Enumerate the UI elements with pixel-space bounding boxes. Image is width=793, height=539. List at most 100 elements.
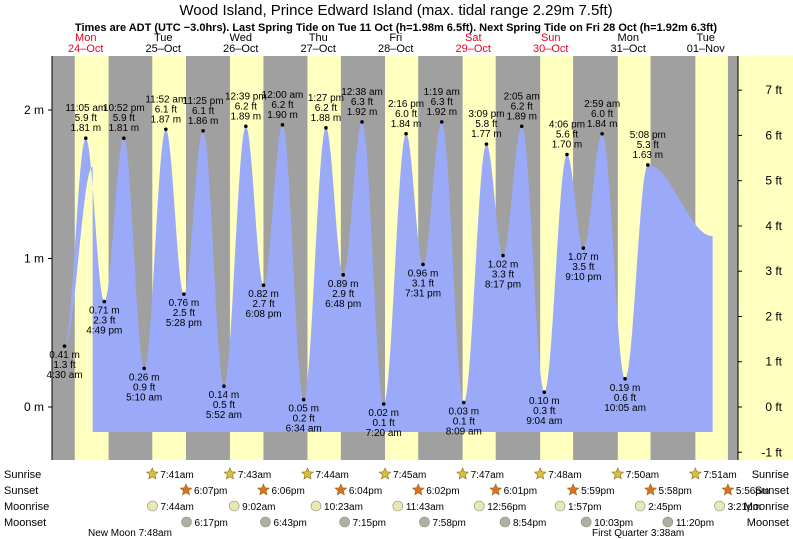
tide-label-text: 3.3 ft <box>492 270 514 281</box>
row-label-left: Moonrise <box>4 501 49 513</box>
tide-label-text: 0.96 m <box>408 268 439 279</box>
tide-label-text: 6.1 ft <box>155 104 177 115</box>
sunrise-time: 7:41am <box>160 470 193 481</box>
row-label-left: Sunrise <box>4 469 41 481</box>
tide-label-text: 1.89 m <box>506 111 537 122</box>
tide-point <box>484 142 489 146</box>
tide-label-text: 10:52 pm <box>103 103 145 114</box>
tide-label-text: 0.1 ft <box>373 418 395 429</box>
tide-label-text: 2:05 am <box>504 91 540 102</box>
moon-icon <box>714 500 725 512</box>
sun-icon <box>223 467 237 480</box>
y-tick-label-right: 5 ft <box>765 174 782 188</box>
moon-icon <box>181 516 192 528</box>
tide-label-text: 0.10 m <box>529 396 560 407</box>
tide-label-text: 0.89 m <box>328 279 359 290</box>
moon-icon <box>147 500 158 512</box>
moon-icon <box>339 516 350 528</box>
tide-label-text: 2.3 ft <box>93 316 115 327</box>
moonset-time: 7:15pm <box>353 518 386 529</box>
moonrise-time: 3:21pm <box>728 502 761 513</box>
moon-phase-label: First Quarter 3:38am <box>592 528 684 539</box>
tide-label-text: 4:06 pm <box>549 120 585 131</box>
moonset-time: 6:17pm <box>195 518 228 529</box>
tide-label-text: 3.1 ft <box>412 278 434 289</box>
sun-icon <box>489 483 503 496</box>
tide-label-text: 0.76 m <box>169 298 200 309</box>
tide-label-text: 1.87 m <box>151 114 182 125</box>
tide-label-text: 1:27 pm <box>308 93 344 104</box>
tide-label-text: 2.7 ft <box>252 299 274 310</box>
tide-curve-area <box>64 121 713 432</box>
tide-label-text: 0.71 m <box>89 306 120 317</box>
sun-icon <box>644 483 657 496</box>
y-tick-label: 0 m <box>24 400 44 414</box>
tide-label-text: 2.9 ft <box>332 289 354 300</box>
day-of-week: Mon <box>75 32 96 44</box>
day-of-week: Sat <box>465 32 482 44</box>
row-label-left: Moonset <box>4 517 46 529</box>
tide-point <box>439 120 444 124</box>
tide-label-text: 1.02 m <box>488 260 519 271</box>
tide-label-text: 3.5 ft <box>572 262 594 273</box>
sunset-time: 5:58pm <box>659 486 692 497</box>
tide-label-text: 9:04 am <box>526 416 562 427</box>
tide-point <box>280 123 285 127</box>
tide-label-text: 1.07 m <box>568 252 599 263</box>
tide-point <box>519 124 524 129</box>
tide-label-text: 5.9 ft <box>113 113 135 124</box>
moonset-time: 8:54pm <box>513 518 546 529</box>
chart-title: Wood Island, Prince Edward Island (max. … <box>179 2 612 19</box>
tide-label-text: 5:28 pm <box>166 318 202 329</box>
sun-icon <box>721 483 735 496</box>
y-tick-label-right: -1 ft <box>761 445 782 459</box>
tide-point <box>501 253 505 258</box>
chart-subtitle: Times are ADT (UTC −3.0hrs). Last Spring… <box>75 22 717 34</box>
astro-events: 7:41am 7:43am 7:44am 7:45am 7:47am 7:48am 7:50… <box>88 467 769 539</box>
sun-icon <box>378 467 392 480</box>
tide-label-text: 0.19 m <box>610 383 641 394</box>
sunrise-time: 7:43am <box>238 470 271 481</box>
tide-label-text: 8:09 am <box>446 427 482 438</box>
sun-icon <box>301 467 314 480</box>
tide-point <box>600 131 604 136</box>
y-tick-label: 2 m <box>24 103 44 117</box>
y-tick-label-right: 1 ft <box>765 355 782 369</box>
tide-point <box>164 127 168 132</box>
tide-point <box>83 136 88 141</box>
day-of-week: Fri <box>389 32 402 44</box>
moon-icon <box>580 516 592 528</box>
tide-label-text: 0.9 ft <box>133 382 155 393</box>
tide-point <box>623 376 627 381</box>
sunset-time: 6:02pm <box>426 486 459 497</box>
moonset-time: 6:43pm <box>273 518 306 529</box>
tide-label-text: 0.3 ft <box>533 406 555 417</box>
tide-point <box>182 292 186 296</box>
row-label-right: Moonrise <box>744 501 789 513</box>
tide-label-text: 1.81 m <box>109 123 140 134</box>
tide-label-text: 5:10 am <box>126 392 162 403</box>
sunset-time: 5:59pm <box>581 486 614 497</box>
tide-label-text: 6.2 ft <box>271 100 293 111</box>
tide-label-text: 1.86 m <box>188 116 219 127</box>
tide-label-text: 0.26 m <box>129 372 160 383</box>
sun-icon <box>334 483 348 496</box>
tide-point <box>261 283 266 288</box>
tide-point <box>646 163 650 167</box>
day-date: 26–Oct <box>223 43 258 55</box>
sun-icon <box>688 467 702 480</box>
tide-label-text: 11:25 pm <box>183 96 224 107</box>
sunrise-time: 7:44am <box>315 470 348 481</box>
tide-label-text: 0.1 ft <box>453 417 475 428</box>
day-date: 25–Oct <box>146 43 181 55</box>
astro-row-labels: Sunrise Sunrise Sunset Sunset Moonrise Moonri… <box>4 469 789 529</box>
sunrise-time: 7:45am <box>393 470 426 481</box>
tide-label-text: 0.2 ft <box>293 414 315 425</box>
y-tick-label-right: 4 ft <box>765 219 782 233</box>
tide-label-text: 6:34 am <box>286 424 322 435</box>
tide-label-text: 7:31 pm <box>405 288 441 299</box>
day-headers: Mon24–OctTue25–OctWed26–OctThu27–OctFri2… <box>68 32 725 55</box>
moon-phase-label: New Moon 7:48am <box>88 528 172 539</box>
tide-label-text: 8:17 pm <box>485 280 521 291</box>
